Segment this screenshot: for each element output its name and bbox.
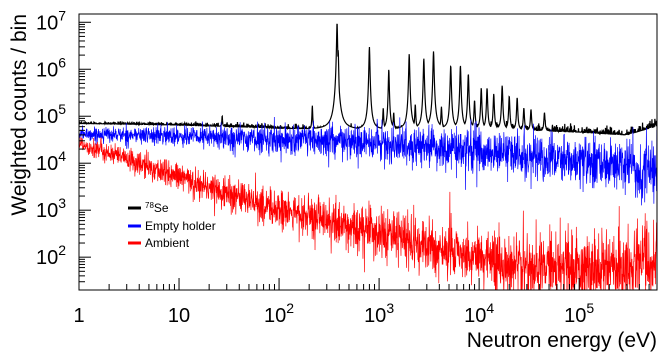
series-line-empty-holder [79,116,657,206]
x-tick-label: 103 [364,300,394,327]
plot-frame [78,13,658,291]
y-tick-label: 105 [36,101,66,128]
x-axis-title: Neutron energy (eV) [467,329,657,352]
series-layer [79,23,657,290]
legend: 78Se Empty holder Ambient [128,201,216,250]
y-axis-title: Weighted counts / bin [8,14,31,216]
x-tick-label: 10 [168,305,190,327]
x-tick-label: 105 [564,300,594,327]
x-tick-label: 1 [73,305,84,327]
legend-label: Ambient [145,236,190,250]
axes-layer: 1 10 102 103 104 105 102 103 104 105 106 107 [36,7,658,327]
y-tick-label: 107 [36,7,66,34]
x-tick-label: 102 [264,300,294,327]
y-tick-label: 106 [36,54,66,81]
legend-label: 78Se [145,201,169,215]
series-line-ambient [79,136,657,290]
x-tick-label: 104 [464,300,494,327]
y-tick-label: 104 [36,148,66,175]
legend-label: Empty holder [145,219,216,233]
y-tick-label: 102 [36,242,66,269]
series-line-se78 [79,23,657,136]
y-tick-label: 103 [36,195,66,222]
